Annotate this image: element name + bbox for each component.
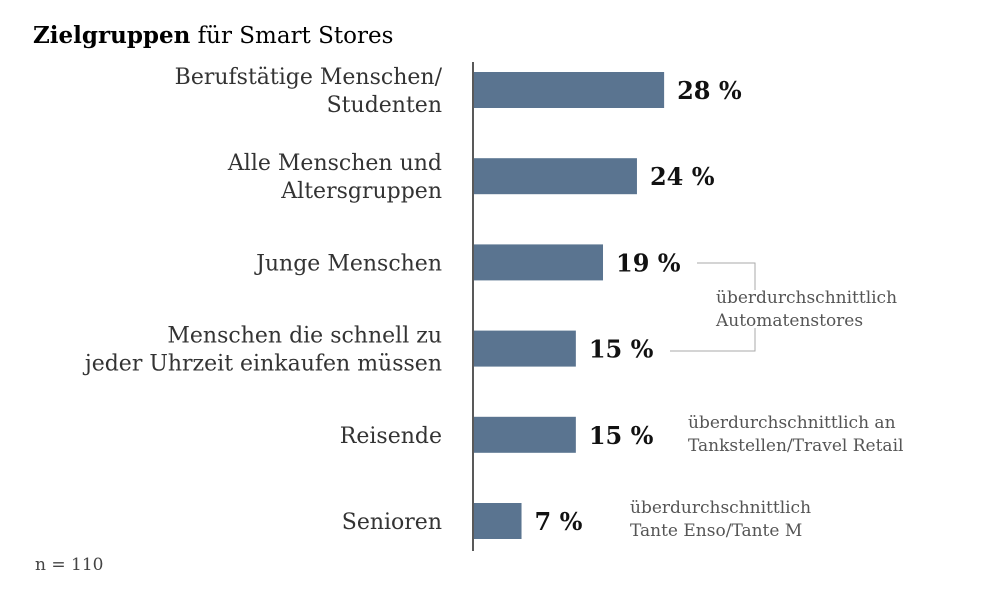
chart-title: Zielgruppen für Smart Stores xyxy=(33,22,393,49)
value-label: 19 % xyxy=(616,248,681,277)
category-label: jeder Uhrzeit einkaufen müssen xyxy=(82,352,442,377)
bracket xyxy=(670,262,756,352)
title-rest: für Smart Stores xyxy=(190,23,393,49)
annotation: überdurchschnittlich an xyxy=(688,413,896,433)
annotation: Automatenstores xyxy=(715,311,863,331)
category-label: Senioren xyxy=(342,510,442,535)
category-label: Altersgruppen xyxy=(280,179,442,204)
bar xyxy=(474,72,665,108)
annotation: überdurchschnittlich xyxy=(716,288,897,308)
category-label: Junge Menschen xyxy=(254,251,442,276)
category-label: Berufstätige Menschen/ xyxy=(175,65,443,90)
annotation: überdurchschnittlich xyxy=(630,498,811,518)
value-label: 15 % xyxy=(589,421,654,450)
category-label: Alle Menschen und xyxy=(227,151,442,176)
bar xyxy=(474,503,522,539)
value-label: 7 % xyxy=(535,507,583,536)
bar xyxy=(474,416,576,453)
bar xyxy=(474,330,576,367)
bar xyxy=(474,158,637,195)
value-label: 28 % xyxy=(677,76,742,105)
value-label: 15 % xyxy=(589,335,654,364)
category-label: Studenten xyxy=(327,93,442,118)
value-label: 24 % xyxy=(650,162,715,191)
footnote: n = 110 xyxy=(35,555,103,575)
annotation: Tante Enso/Tante M xyxy=(630,521,802,541)
category-label: Menschen die schnell zu xyxy=(167,324,442,349)
annotation: Tankstellen/Travel Retail xyxy=(688,436,903,456)
title-bold: Zielgruppen xyxy=(33,22,191,49)
bar xyxy=(474,244,604,281)
category-label: Reisende xyxy=(340,424,442,449)
